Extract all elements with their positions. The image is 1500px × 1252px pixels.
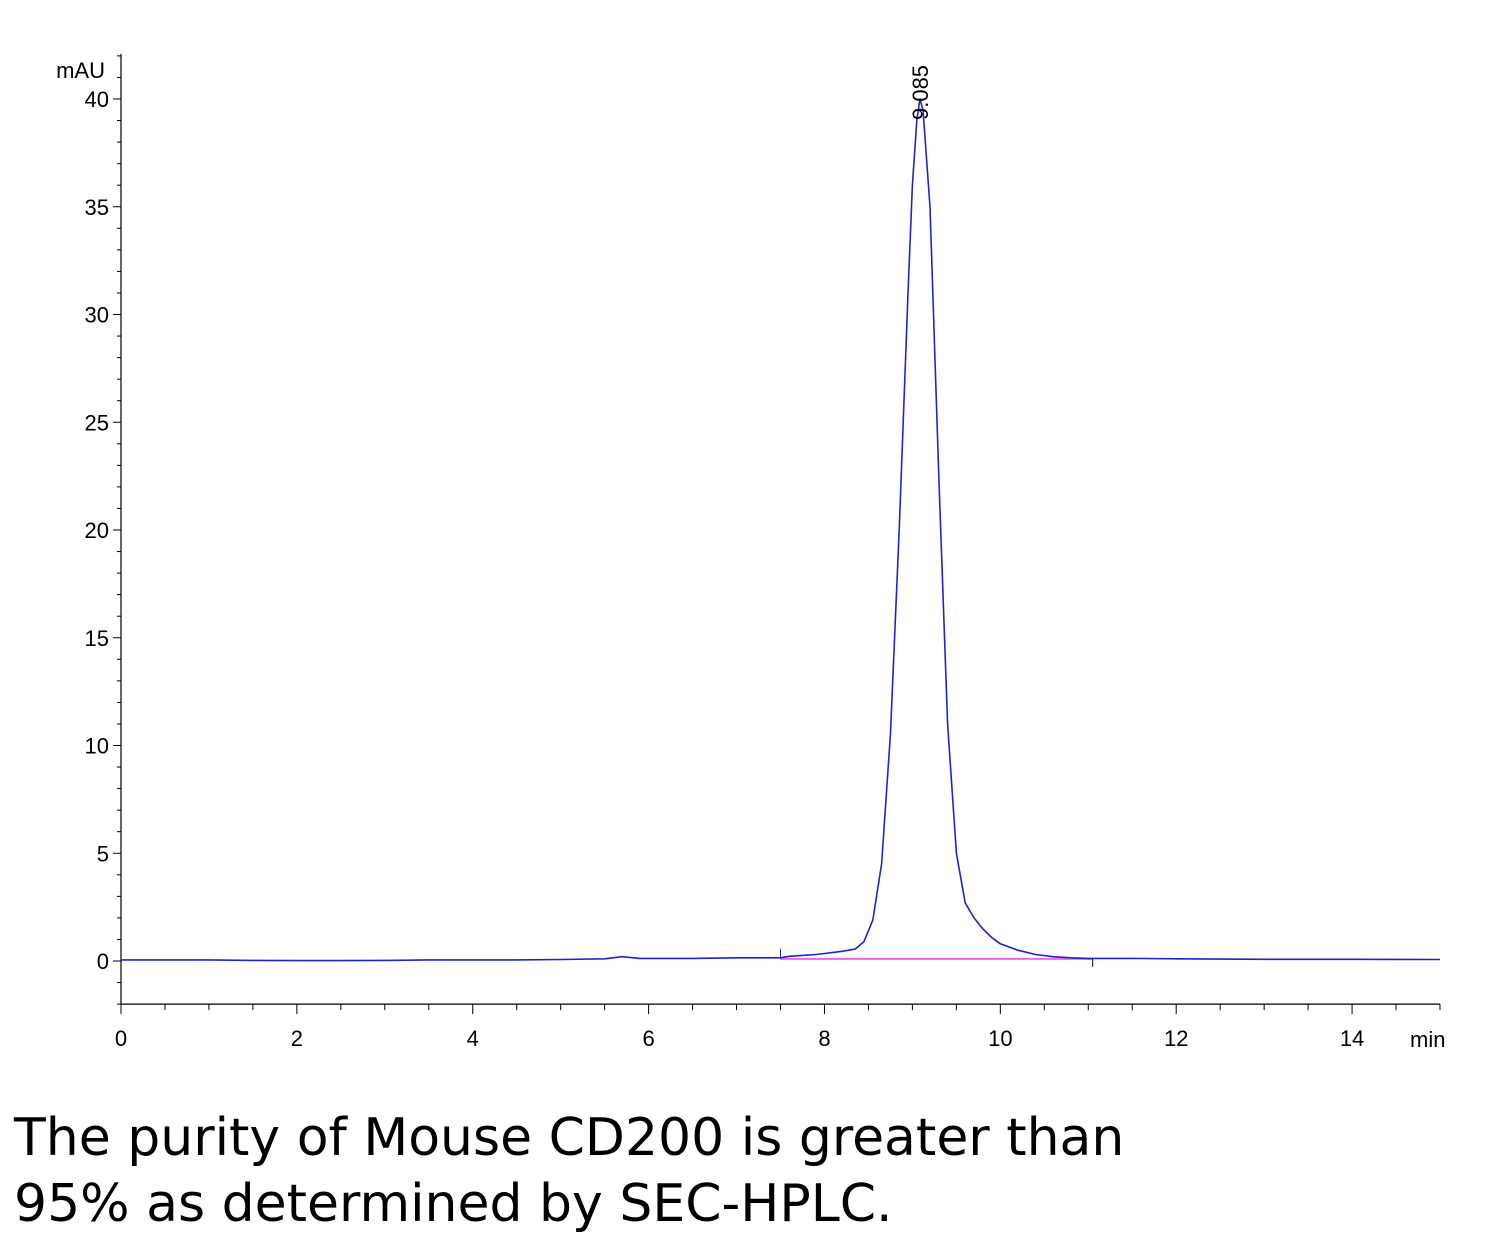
x-tick-label: 12 (1164, 1026, 1188, 1051)
peak-retention-time-label: 9.085 (908, 65, 933, 120)
axes (120, 54, 1440, 1005)
y-axis-ticks: 0 5 10 15 20 25 30 35 40 (85, 55, 121, 1005)
y-tick-label: 15 (85, 626, 109, 651)
chromatogram-chart: 0 5 10 15 20 25 30 35 40 0 2 4 6 8 10 12 14 mAU min 9.0… (56, 54, 1445, 1052)
x-axis-unit-label: min (1410, 1027, 1445, 1052)
x-tick-label: 14 (1340, 1026, 1364, 1051)
x-tick-label: 6 (642, 1026, 654, 1051)
caption-line-1: The purity of Mouse CD200 is greater tha… (14, 1108, 1125, 1168)
y-tick-label: 40 (85, 87, 109, 112)
x-tick-label: 0 (115, 1026, 127, 1051)
x-tick-label: 8 (818, 1026, 830, 1051)
x-tick-label: 4 (467, 1026, 479, 1051)
chromatogram-trace (121, 98, 1441, 962)
caption-line-2: 95% as determined by SEC-HPLC. (14, 1174, 893, 1234)
y-tick-label: 0 (97, 949, 109, 974)
y-tick-label: 25 (85, 410, 109, 435)
y-tick-label: 20 (85, 518, 109, 543)
x-tick-label: 10 (988, 1026, 1012, 1051)
y-tick-label: 30 (85, 303, 109, 328)
x-tick-label: 2 (291, 1026, 303, 1051)
y-tick-label: 10 (85, 734, 109, 759)
x-axis-ticks: 0 2 4 6 8 10 12 14 (115, 1004, 1441, 1051)
y-tick-label: 35 (85, 195, 109, 220)
y-axis-unit-label: mAU (56, 58, 105, 83)
y-tick-label: 5 (97, 841, 109, 866)
